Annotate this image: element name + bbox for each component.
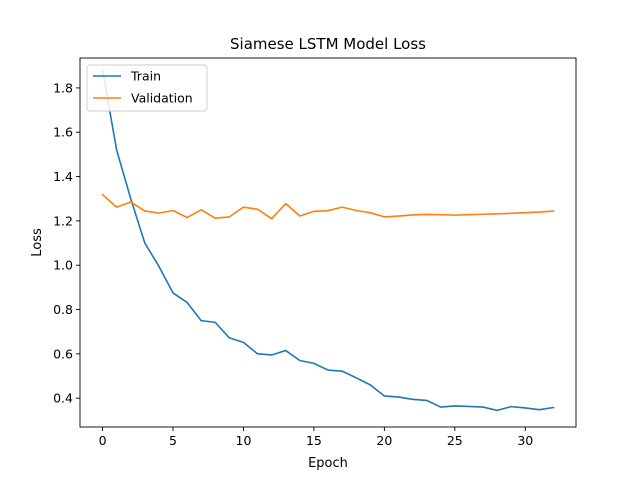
- legend-label-validation: Validation: [131, 91, 193, 106]
- x-tick-label: 15: [306, 433, 322, 448]
- y-axis: 0.4 0.6 0.8 1.0 1.2 1.4 1.6 1.8: [53, 80, 80, 406]
- x-tick-label: 0: [99, 433, 107, 448]
- series-line-train: [101, 69, 555, 412]
- x-tick-label: 10: [236, 433, 252, 448]
- plot-frame: [79, 57, 577, 428]
- legend: Train Validation: [86, 64, 208, 112]
- x-tick-label: 25: [447, 433, 463, 448]
- x-tick-label: 30: [517, 433, 533, 448]
- y-tick-label: 1.8: [53, 80, 73, 95]
- x-axis-title: Epoch: [308, 456, 348, 471]
- y-tick-label: 0.6: [53, 346, 73, 361]
- y-tick-label: 0.8: [53, 302, 73, 317]
- x-tick-label: 20: [376, 433, 392, 448]
- y-tick-label: 1.6: [53, 125, 73, 140]
- chart-title: Siamese LSTM Model Loss: [230, 35, 426, 53]
- x-axis: 0 5 10 15 20 25 30: [99, 427, 533, 448]
- y-axis-title: Loss: [30, 228, 45, 257]
- y-tick-label: 1.4: [53, 169, 73, 184]
- legend-label-train: Train: [130, 69, 161, 84]
- plot-area: [101, 69, 555, 412]
- y-tick-label: 1.0: [53, 258, 73, 273]
- x-tick-label: 5: [169, 433, 177, 448]
- y-tick-label: 0.4: [53, 391, 73, 406]
- series-line-validation: [101, 193, 555, 220]
- y-tick-label: 1.2: [53, 213, 73, 228]
